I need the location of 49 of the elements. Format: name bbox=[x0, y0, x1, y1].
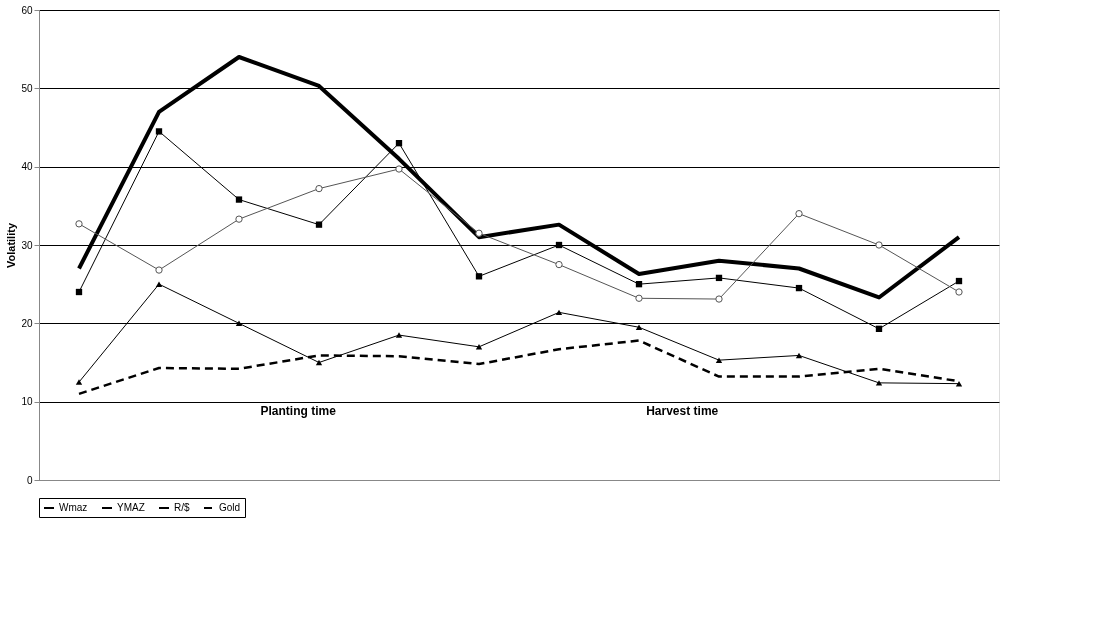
point bbox=[315, 221, 323, 228]
point bbox=[75, 379, 83, 385]
legend-label: R/$ bbox=[174, 502, 190, 513]
point bbox=[555, 309, 563, 316]
point bbox=[875, 325, 883, 332]
point bbox=[795, 284, 803, 292]
point bbox=[75, 288, 83, 296]
point bbox=[475, 273, 483, 280]
y-tick-label: 40 bbox=[21, 161, 33, 173]
y-tick-label: 10 bbox=[21, 396, 33, 408]
point bbox=[555, 260, 563, 269]
point bbox=[395, 140, 403, 147]
y-tick-label: 20 bbox=[21, 317, 33, 329]
point bbox=[715, 357, 723, 363]
y-tick-label: 30 bbox=[21, 239, 33, 251]
point bbox=[955, 288, 963, 296]
legend-label: Wmaz bbox=[59, 502, 88, 513]
point bbox=[315, 184, 323, 193]
point bbox=[395, 332, 403, 338]
point bbox=[635, 281, 643, 288]
point bbox=[315, 359, 323, 366]
point bbox=[955, 277, 963, 285]
point bbox=[555, 241, 563, 249]
point bbox=[795, 352, 803, 359]
point bbox=[635, 294, 643, 302]
y-tick-label: 60 bbox=[21, 4, 33, 16]
point bbox=[875, 241, 883, 249]
point bbox=[795, 210, 803, 218]
point bbox=[475, 344, 483, 350]
legend-label: Gold bbox=[219, 502, 241, 513]
point bbox=[75, 220, 83, 228]
point bbox=[475, 229, 483, 237]
point bbox=[235, 215, 243, 223]
annotation: Planting time bbox=[260, 403, 337, 418]
y-axis-title: Volatility bbox=[5, 222, 18, 269]
point bbox=[155, 128, 163, 135]
legend-label: YMAZ bbox=[117, 502, 145, 513]
point bbox=[235, 320, 243, 327]
y-tick-label: 0 bbox=[26, 474, 33, 486]
y-tick-label: 50 bbox=[21, 82, 33, 94]
point bbox=[155, 266, 163, 274]
point bbox=[875, 380, 883, 386]
point bbox=[235, 196, 243, 203]
point bbox=[715, 274, 723, 282]
point bbox=[635, 324, 643, 330]
point bbox=[715, 295, 723, 303]
point bbox=[395, 165, 403, 173]
point bbox=[155, 281, 163, 287]
annotation: Harvest time bbox=[646, 403, 719, 418]
